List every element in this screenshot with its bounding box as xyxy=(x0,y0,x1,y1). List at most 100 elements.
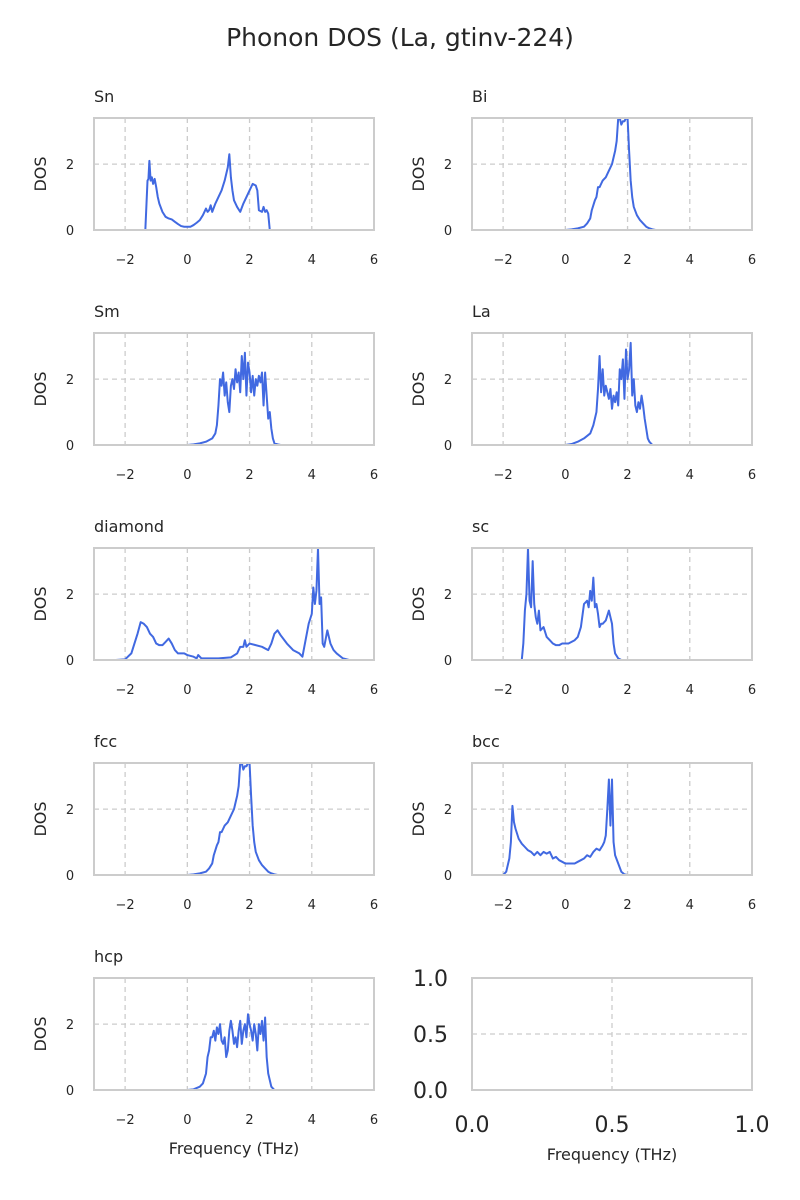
x-tick-label: 4 xyxy=(308,468,316,483)
x-tick-label: 0 xyxy=(561,898,569,913)
y-axis-label: DOS xyxy=(409,586,428,621)
y-axis-label: DOS xyxy=(409,801,428,836)
panel-La: La −2 0 2 4 6 0 2 DOS xyxy=(409,302,756,483)
x-tick-label: 6 xyxy=(370,253,378,268)
x-tick-label: 2 xyxy=(623,898,631,913)
x-tick-label: 0 xyxy=(561,683,569,698)
x-axis-label: Frequency (THz) xyxy=(547,1145,677,1164)
x-tick-label: 4 xyxy=(686,468,694,483)
y-tick-label: 2 xyxy=(444,588,452,603)
x-tick-label: −2 xyxy=(494,253,513,268)
panel-Sn: Sn −2 0 2 4 6 0 2 DOS xyxy=(31,87,378,268)
x-tick-label: 6 xyxy=(370,468,378,483)
y-tick-label: 2 xyxy=(444,803,452,818)
x-tick-label: 1.0 xyxy=(735,1113,770,1138)
panel-Sm: Sm −2 0 2 4 6 0 2 DOS xyxy=(31,302,378,483)
x-tick-label: 2 xyxy=(245,898,253,913)
axes-frame xyxy=(93,117,375,231)
x-tick-label: 4 xyxy=(308,683,316,698)
x-tick-label: 0 xyxy=(183,683,191,698)
y-tick-label: 0 xyxy=(444,224,452,239)
panel-empty: 0.0 0.5 1.0 0.0 0.5 1.0 Frequency (THz) xyxy=(413,967,770,1164)
axes-frame xyxy=(471,762,753,876)
dos-line xyxy=(186,1013,276,1090)
x-tick-label: 2 xyxy=(245,468,253,483)
dos-line xyxy=(144,153,282,230)
panels: Sn −2 0 2 4 6 0 2 DOS Bi −2 0 2 4 6 0 2 DOS Sm −2 0 2 4 6 0 2 DOS L… xyxy=(31,87,770,1164)
x-tick-label: 2 xyxy=(245,1113,253,1128)
x-tick-label: 2 xyxy=(623,253,631,268)
dos-line xyxy=(186,351,282,445)
axes-frame xyxy=(471,332,753,446)
x-tick-label: −2 xyxy=(494,898,513,913)
panel-title: La xyxy=(472,302,491,321)
panel-title: diamond xyxy=(94,517,164,536)
x-tick-label: 6 xyxy=(748,898,756,913)
panel-title: sc xyxy=(472,517,489,536)
panel-title: bcc xyxy=(472,732,500,751)
y-axis-label: DOS xyxy=(409,371,428,406)
x-tick-label: 0.0 xyxy=(455,1113,490,1138)
x-tick-label: 0 xyxy=(183,1113,191,1128)
x-tick-label: 0.5 xyxy=(595,1113,630,1138)
y-tick-label: 0 xyxy=(444,654,452,669)
x-tick-label: 0 xyxy=(561,253,569,268)
x-tick-label: 6 xyxy=(748,468,756,483)
dos-line xyxy=(561,118,657,230)
x-tick-label: 0 xyxy=(561,468,569,483)
y-tick-label: 0 xyxy=(66,869,74,884)
axes-frame xyxy=(93,762,375,876)
figure-title: Phonon DOS (La, gtinv-224) xyxy=(226,23,574,52)
x-tick-label: 6 xyxy=(370,898,378,913)
panel-Bi: Bi −2 0 2 4 6 0 2 DOS xyxy=(409,87,756,268)
panel-title: Bi xyxy=(472,87,487,106)
x-tick-label: 6 xyxy=(370,1113,378,1128)
x-tick-label: 4 xyxy=(686,253,694,268)
dos-line xyxy=(495,778,635,875)
panel-sc: sc −2 0 2 4 6 0 2 DOS xyxy=(409,517,756,698)
y-tick-label: 0 xyxy=(66,439,74,454)
y-axis-label: DOS xyxy=(31,1016,50,1051)
y-tick-label: 2 xyxy=(66,158,74,173)
axes-frame xyxy=(471,977,753,1091)
dos-line xyxy=(517,548,626,660)
x-tick-label: 4 xyxy=(686,898,694,913)
panel-diamond: diamond −2 0 2 4 6 0 2 DOS xyxy=(31,517,378,698)
y-tick-label: 0 xyxy=(444,439,452,454)
x-tick-label: 2 xyxy=(245,683,253,698)
y-axis-label: DOS xyxy=(409,156,428,191)
y-tick-label: 0.5 xyxy=(413,1023,448,1048)
panel-fcc: fcc −2 0 2 4 6 0 2 DOS xyxy=(31,732,378,913)
axes-frame xyxy=(471,547,753,661)
y-tick-label: 0 xyxy=(444,869,452,884)
x-tick-label: 0 xyxy=(183,898,191,913)
x-tick-label: 6 xyxy=(748,253,756,268)
x-axis-label: Frequency (THz) xyxy=(169,1139,299,1158)
x-tick-label: −2 xyxy=(116,683,135,698)
y-tick-label: 0 xyxy=(66,1084,74,1099)
x-tick-label: 4 xyxy=(308,1113,316,1128)
y-tick-label: 2 xyxy=(444,373,452,388)
axes-frame xyxy=(93,977,375,1091)
y-tick-label: 2 xyxy=(66,1018,74,1033)
dos-line xyxy=(184,763,279,875)
y-tick-label: 0 xyxy=(66,224,74,239)
panel-title: Sm xyxy=(94,302,120,321)
x-tick-label: 0 xyxy=(183,468,191,483)
y-axis-label: DOS xyxy=(31,156,50,191)
x-tick-label: −2 xyxy=(494,468,513,483)
y-tick-label: 2 xyxy=(66,373,74,388)
panel-hcp: hcp −2 0 2 4 6 0 2 DOS Frequency (THz) xyxy=(31,947,378,1158)
y-tick-label: 1.0 xyxy=(413,967,448,992)
y-axis-label: DOS xyxy=(31,371,50,406)
panel-bcc: bcc −2 0 2 4 6 0 2 DOS xyxy=(409,732,756,913)
x-tick-label: 4 xyxy=(686,683,694,698)
y-tick-label: 2 xyxy=(66,803,74,818)
axes-frame xyxy=(93,332,375,446)
axes-frame xyxy=(93,547,375,661)
panel-title: Sn xyxy=(94,87,114,106)
x-tick-label: 4 xyxy=(308,253,316,268)
x-tick-label: 2 xyxy=(623,683,631,698)
panel-title: fcc xyxy=(94,732,117,751)
x-tick-label: 0 xyxy=(183,253,191,268)
